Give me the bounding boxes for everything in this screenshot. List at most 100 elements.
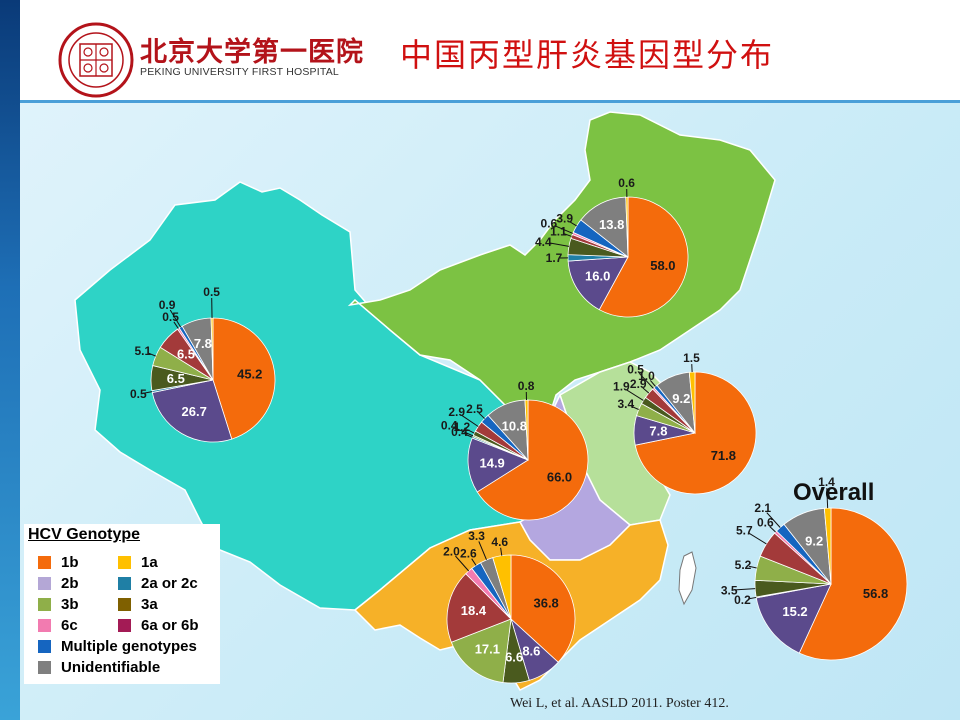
pie-slice-south-3b [450, 618, 512, 683]
pie-data-label: 0.9 [159, 298, 176, 312]
legend-swatch [38, 598, 51, 611]
pie-data-label: 9.2 [672, 391, 690, 406]
leader-line [549, 242, 570, 247]
pie-slice-south-6a-or-6b [446, 573, 512, 643]
header-divider [20, 100, 960, 103]
pie-data-label: 0.5 [203, 285, 220, 299]
leader-line [631, 405, 639, 410]
pie-data-label: 3.5 [721, 583, 738, 597]
leader-line [173, 321, 179, 329]
legend-swatch [38, 577, 51, 590]
slide-title: 中国丙型肝炎基因型分布 [400, 36, 775, 74]
pie-data-label: 4.6 [491, 535, 508, 549]
leader-line [642, 387, 650, 394]
legend-item-3b: 3b [38, 596, 79, 613]
pie-data-label: 2.9 [630, 377, 647, 391]
legend-swatch [38, 619, 51, 632]
pie-data-label: 58.0 [650, 258, 675, 273]
pie-data-label: 1.4 [818, 475, 835, 489]
pie-slice-northwest-2b [151, 379, 233, 443]
legend-label: 6c [61, 617, 78, 634]
pie-data-label: 8.6 [522, 644, 540, 659]
leader-line [554, 225, 574, 234]
pie-data-label: 0.8 [518, 379, 535, 393]
pie-data-label: 2.6 [460, 547, 477, 561]
pie-data-label: 16.0 [585, 268, 610, 283]
leader-line [749, 532, 767, 545]
pie-data-label: 1.0 [638, 369, 655, 383]
legend-swatch [38, 556, 51, 569]
leader-line [748, 565, 757, 569]
leader-line [471, 558, 477, 566]
pie-data-label: 0.6 [618, 176, 635, 190]
legend-label: Unidentifiable [61, 659, 161, 676]
leader-line [464, 433, 473, 438]
legend-label: 3b [61, 596, 79, 613]
pie-slice-south-1b [510, 554, 576, 663]
leader-line [826, 488, 829, 509]
legend-item-multiple-genotypes: Multiple genotypes [38, 638, 197, 655]
legend-swatch [118, 619, 131, 632]
pie-east [633, 371, 757, 495]
leader-line [144, 391, 153, 394]
pie-slice-central-1b [476, 399, 589, 521]
pie-data-label: 1.7 [546, 251, 563, 265]
pie-data-label: 5.7 [736, 523, 753, 537]
leader-line [169, 309, 182, 328]
legend-swatch [118, 556, 131, 569]
pie-slice-northeast-1b [598, 196, 689, 318]
pie-data-label: 3.9 [556, 212, 573, 226]
legend-swatch [38, 640, 51, 653]
pie-data-label: 0.6 [757, 515, 774, 529]
pie-overall [754, 507, 908, 661]
leader-line [478, 412, 485, 419]
legend-label: 2b [61, 575, 79, 592]
pie-data-label: 56.8 [863, 586, 888, 601]
leader-line [148, 352, 156, 357]
pie-data-label: 1.9 [613, 380, 630, 394]
hospital-seal-logo [58, 22, 134, 98]
pie-data-label: 2.1 [754, 501, 771, 515]
legend-swatch [118, 598, 131, 611]
pie-central [467, 399, 589, 521]
pie-slice-northeast-unidentifiable [580, 196, 629, 258]
hospital-name-en: PEKING UNIVERSITY FIRST HOSPITAL [140, 66, 339, 78]
legend-item-6a-or-6b: 6a or 6b [118, 617, 199, 634]
pie-data-label: 7.8 [194, 336, 212, 351]
pie-data-label: 66.0 [547, 469, 572, 484]
pie-data-label: 5.2 [735, 558, 752, 572]
pie-data-label: 10.8 [502, 419, 527, 434]
citation: Wei L, et al. AASLD 2011. Poster 412. [510, 696, 729, 711]
overall-chart-label: Overall [793, 479, 875, 506]
pie-data-label: 6.6 [505, 649, 523, 664]
pie-data-label: 17.1 [475, 641, 500, 656]
leader-line [455, 555, 470, 572]
leader-line [569, 221, 577, 227]
legend-label: 1b [61, 554, 79, 571]
pie-data-label: 3.4 [617, 397, 634, 411]
hospital-name-cn: 北京大学第一医院 [140, 37, 364, 68]
leader-line [639, 373, 654, 389]
pie-data-label: 0.5 [130, 387, 147, 401]
legend-swatch [38, 661, 51, 674]
leader-line [454, 427, 474, 437]
leader-line [626, 389, 644, 401]
pie-slice-overall-1a [823, 507, 832, 585]
pie-data-label: 3.3 [468, 529, 485, 543]
map-region-taiwan [678, 551, 697, 606]
left-accent-strip [0, 0, 20, 720]
pie-data-label: 5.1 [135, 344, 152, 358]
pie-data-label: 14.9 [479, 455, 504, 470]
legend-label: Multiple genotypes [61, 638, 197, 655]
leader-line [563, 233, 572, 237]
legend-label: 1a [141, 554, 158, 571]
legend-title: HCV Genotype [28, 526, 141, 543]
pie-data-label: 0.6 [541, 216, 558, 230]
pie-data-label: 1.2 [453, 420, 470, 434]
pie-data-label: 2.0 [443, 544, 460, 558]
legend-item-2b: 2b [38, 575, 79, 592]
genotype-legend: HCV Genotype 1b 1a 2b 2a or 2c 3b 3a 6c … [24, 524, 220, 684]
legend-item-2a-or-2c: 2a or 2c [118, 575, 198, 592]
leader-line [478, 541, 487, 561]
